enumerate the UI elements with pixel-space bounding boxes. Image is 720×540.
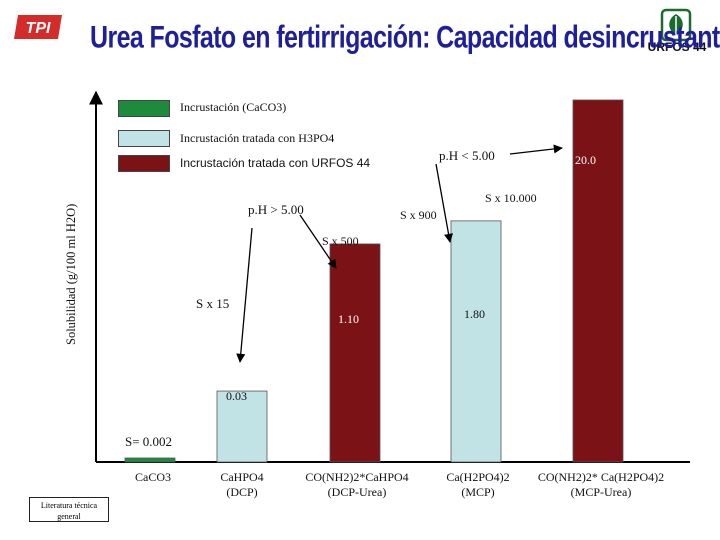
tpi-logo: TPI: [14, 15, 62, 39]
bar-2: [329, 243, 381, 463]
category-label-mcp-urea: CO(NH2)2* Ca(H2PO4)2 (MCP-Urea): [537, 470, 665, 499]
annotation-s-x-500: S x 500: [322, 234, 359, 248]
legend-label-urfos: Incrustación tratada con URFOS 44: [180, 156, 371, 170]
bar-4: [572, 99, 624, 463]
legend-swatch-urfos: [118, 155, 170, 172]
value-label-mcp-urea: 20.0: [575, 153, 596, 167]
value-label-mcp: 1.80: [464, 307, 485, 321]
annotation-ph-high: p.H > 5.00: [248, 202, 304, 217]
legend-swatch-caco3: [118, 100, 170, 117]
svg-text:TPI: TPI: [26, 20, 51, 37]
annotation-s-x-900: S x 900: [400, 208, 437, 222]
category-label-mcp: Ca(H2PO4)2 (MCP): [446, 470, 510, 499]
bar-3: [450, 220, 502, 463]
category-label-dcp-urea: CO(NH2)2*CaHPO4 (DCP-Urea): [305, 470, 409, 499]
arrow-ph-low-mcpurea: [509, 144, 563, 155]
value-label-caco3: S= 0.002: [125, 434, 173, 449]
value-label-dcp: 0.03: [226, 389, 247, 403]
category-label-caco3: CaCO3: [135, 470, 171, 484]
arrow-ph-high-dcpurea: [299, 214, 337, 269]
arrow-ph-high-dcp: [236, 227, 253, 363]
urfos-brand-text: URFOS 44: [647, 40, 707, 54]
legend-label-caco3: Incrustación (CaCO3): [180, 100, 287, 114]
page-title: Urea Fosfato en fertirrigación: Capacida…: [90, 20, 720, 55]
legend-swatch-h3po4: [118, 130, 170, 147]
annotation-s-x-15: S x 15: [196, 296, 230, 311]
annotation-ph-low: p.H < 5.00: [439, 148, 495, 163]
arrow-ph-low-mcp: [435, 163, 454, 243]
legend-label-h3po4: Incrustación tratada con H3PO4: [180, 131, 335, 145]
literature-note: Literatura técnica general: [29, 497, 109, 522]
value-label-dcp-urea: 1.10: [338, 312, 359, 326]
bar-0: [124, 457, 176, 463]
bar-1: [216, 390, 268, 463]
urfos-leaf-logo: [660, 8, 692, 42]
category-label-dcp: CaHPO4 (DCP): [220, 470, 264, 499]
annotation-s-x-10000: S x 10.000: [485, 191, 537, 205]
